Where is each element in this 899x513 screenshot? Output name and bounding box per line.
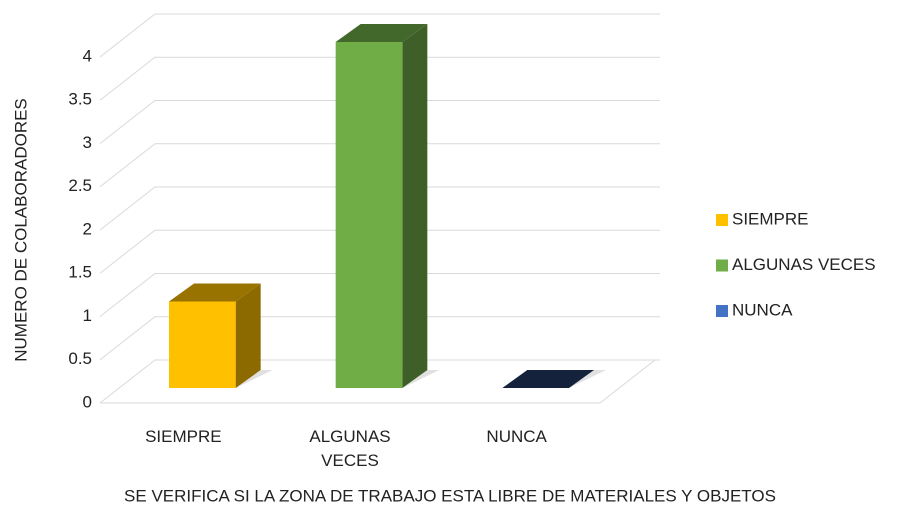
y-tick-label: 0.5 (68, 349, 92, 368)
y-tick-label: 4 (83, 46, 92, 65)
grid-line (99, 316, 660, 361)
grid-line (99, 229, 660, 274)
bar-side (402, 24, 428, 388)
bar (335, 42, 403, 388)
x-tick-label: SIEMPRE (145, 427, 222, 446)
y-tick-label: 3 (83, 133, 92, 152)
y-tick-label: 3.5 (68, 90, 92, 109)
y-tick-label: 2.5 (68, 176, 92, 195)
grid-line (99, 143, 660, 188)
legend-label: SIEMPRE (732, 209, 809, 228)
y-axis-title: NUMERO DE COLABORADORES (11, 98, 30, 362)
bar-top (335, 24, 428, 42)
bar-top (502, 370, 594, 388)
y-tick-label: 2 (83, 219, 92, 238)
legend-swatch (716, 259, 728, 272)
legend-swatch (716, 214, 728, 226)
x-tick-label: NUNCA (486, 427, 547, 446)
grid-line (99, 56, 660, 101)
x-tick-label: ALGUNAS VECES (309, 427, 391, 470)
bar-side (235, 283, 261, 388)
legend-swatch (716, 305, 728, 317)
y-tick-label: 1.5 (68, 263, 92, 282)
bar-top (169, 283, 261, 302)
legend-label: NUNCA (732, 300, 793, 319)
grid-line (99, 359, 660, 404)
grid-line (99, 13, 660, 58)
grid-line (99, 100, 660, 144)
grid-line (99, 273, 660, 317)
floor-right (599, 359, 656, 404)
legend-label: ALGUNAS VECES (732, 255, 876, 274)
grid-line (99, 186, 660, 231)
y-tick-label: 0 (83, 392, 92, 411)
x-axis-title: SE VERIFICA SI LA ZONA DE TRABAJO ESTA L… (124, 486, 776, 505)
bar (169, 301, 236, 388)
y-tick-label: 1 (83, 306, 92, 325)
